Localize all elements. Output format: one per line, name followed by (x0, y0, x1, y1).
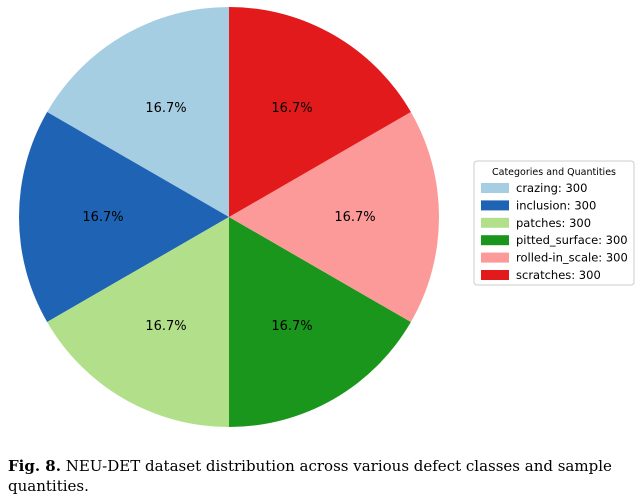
legend: Categories and Quantities crazing: 300 in… (473, 160, 635, 286)
pie-slice-rolled-in_scale (229, 112, 439, 322)
pie-slice-label-pitted_surface: 16.7% (271, 319, 312, 334)
pie-slice-labels: 16.7% 16.7% 16.7% 16.7% 16.7% 16.7% (82, 101, 375, 334)
pie-slice-label-crazing: 16.7% (145, 101, 186, 116)
legend-label-crazing: crazing: 300 (516, 181, 587, 195)
legend-swatch-scratches (481, 270, 509, 280)
pie-slice-crazing (47, 7, 229, 217)
legend-label-inclusion: inclusion: 300 (516, 198, 596, 212)
figure-label: Fig. 8. (8, 457, 61, 475)
pie-slice-label-rolled-in_scale: 16.7% (334, 210, 375, 225)
pie-chart: 16.7% 16.7% 16.7% 16.7% 16.7% 16.7% Categorie… (18, 7, 635, 427)
pie-slice-label-inclusion: 16.7% (82, 210, 123, 225)
legend-swatch-rolled-in_scale (481, 252, 509, 263)
legend-label-patches: patches: 300 (516, 216, 591, 230)
legend-label-pitted_surface: pitted_surface: 300 (516, 233, 628, 247)
legend-swatch-pitted_surface (481, 235, 509, 246)
legend-label-scratches: scratches: 300 (516, 268, 601, 282)
legend-label-rolled-in_scale: rolled-in_scale: 300 (516, 251, 628, 265)
pie-slice-label-scratches: 16.7% (271, 101, 312, 116)
pie-slice-scratches (229, 7, 411, 217)
figure-caption: Fig. 8. NEU-DET dataset distribution acr… (8, 456, 638, 496)
pie-slices (18, 7, 439, 427)
pie-slice-patches (47, 217, 229, 427)
pie-slice-label-patches: 16.7% (145, 319, 186, 334)
legend-title: Categories and Quantities (492, 167, 616, 178)
pie-slice-inclusion (18, 112, 229, 322)
legend-entries: crazing: 300 inclusion: 300 patches: 300 pi… (481, 181, 628, 282)
pie-slice-pitted_surface (229, 217, 411, 427)
legend-swatch-crazing (481, 183, 509, 193)
legend-swatch-patches (481, 217, 509, 228)
legend-frame (473, 160, 635, 286)
legend-swatch-inclusion (481, 200, 509, 211)
figure-caption-text: NEU-DET dataset distribution across vari… (8, 457, 612, 495)
